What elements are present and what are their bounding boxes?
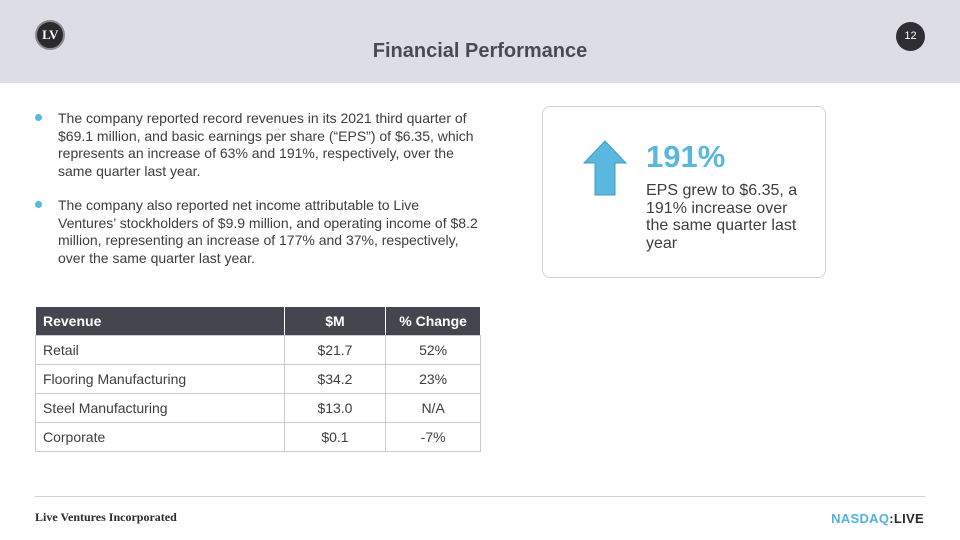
bullet-text: The company also reported net income att… [58, 197, 478, 266]
change-cell: -7% [385, 422, 481, 452]
nasdaq-ticker-logo: NASDAQ:LIVE [831, 511, 924, 526]
change-cell: 23% [385, 364, 481, 394]
segment-cell: Corporate [35, 422, 285, 452]
bullet-item: The company reported record revenues in … [35, 110, 480, 180]
amount-cell: $21.7 [283, 335, 387, 365]
company-logo: LV [35, 20, 65, 50]
bullet-list: The company reported record revenues in … [35, 110, 480, 284]
segment-cell: Steel Manufacturing [35, 393, 285, 423]
page-number-badge: 12 [896, 22, 925, 51]
column-header-amount: $M [283, 306, 387, 336]
change-cell: N/A [385, 393, 481, 423]
amount-cell: $13.0 [283, 393, 387, 423]
table-header-row: Revenue $M % Change [35, 306, 481, 336]
segment-cell: Retail [35, 335, 285, 365]
amount-cell: $0.1 [283, 422, 387, 452]
bullet-item: The company also reported net income att… [35, 197, 480, 267]
page-title: Financial Performance [372, 40, 588, 62]
table-row: Corporate $0.1 -7% [35, 422, 481, 452]
bullet-dot-icon [35, 201, 42, 208]
revenue-table: Revenue $M % Change Retail $21.7 52% Flo… [35, 306, 481, 452]
segment-cell: Flooring Manufacturing [35, 364, 285, 394]
up-arrow-icon [583, 140, 627, 196]
table-row: Flooring Manufacturing $34.2 23% [35, 364, 481, 394]
eps-growth-description: EPS grew to $6.35, a 191% increase over … [646, 182, 798, 252]
table-row: Retail $21.7 52% [35, 335, 481, 365]
header-band: LV Financial Performance 12 [0, 0, 960, 83]
amount-cell: $34.2 [283, 364, 387, 394]
table-row: Steel Manufacturing $13.0 N/A [35, 393, 481, 423]
change-cell: 52% [385, 335, 481, 365]
footer-divider [35, 496, 925, 497]
column-header-change: % Change [385, 306, 481, 336]
ticker-symbol: :LIVE [889, 511, 924, 526]
footer-company-name: Live Ventures Incorporated [35, 510, 177, 524]
bullet-text: The company reported record revenues in … [58, 110, 474, 179]
eps-growth-value: 191% [646, 139, 726, 174]
eps-highlight-card: 191% EPS grew to $6.35, a 191% increase … [542, 106, 826, 278]
column-header-revenue: Revenue [35, 306, 285, 336]
nasdaq-wordmark: NASDAQ [831, 511, 890, 526]
bullet-dot-icon [35, 114, 42, 121]
